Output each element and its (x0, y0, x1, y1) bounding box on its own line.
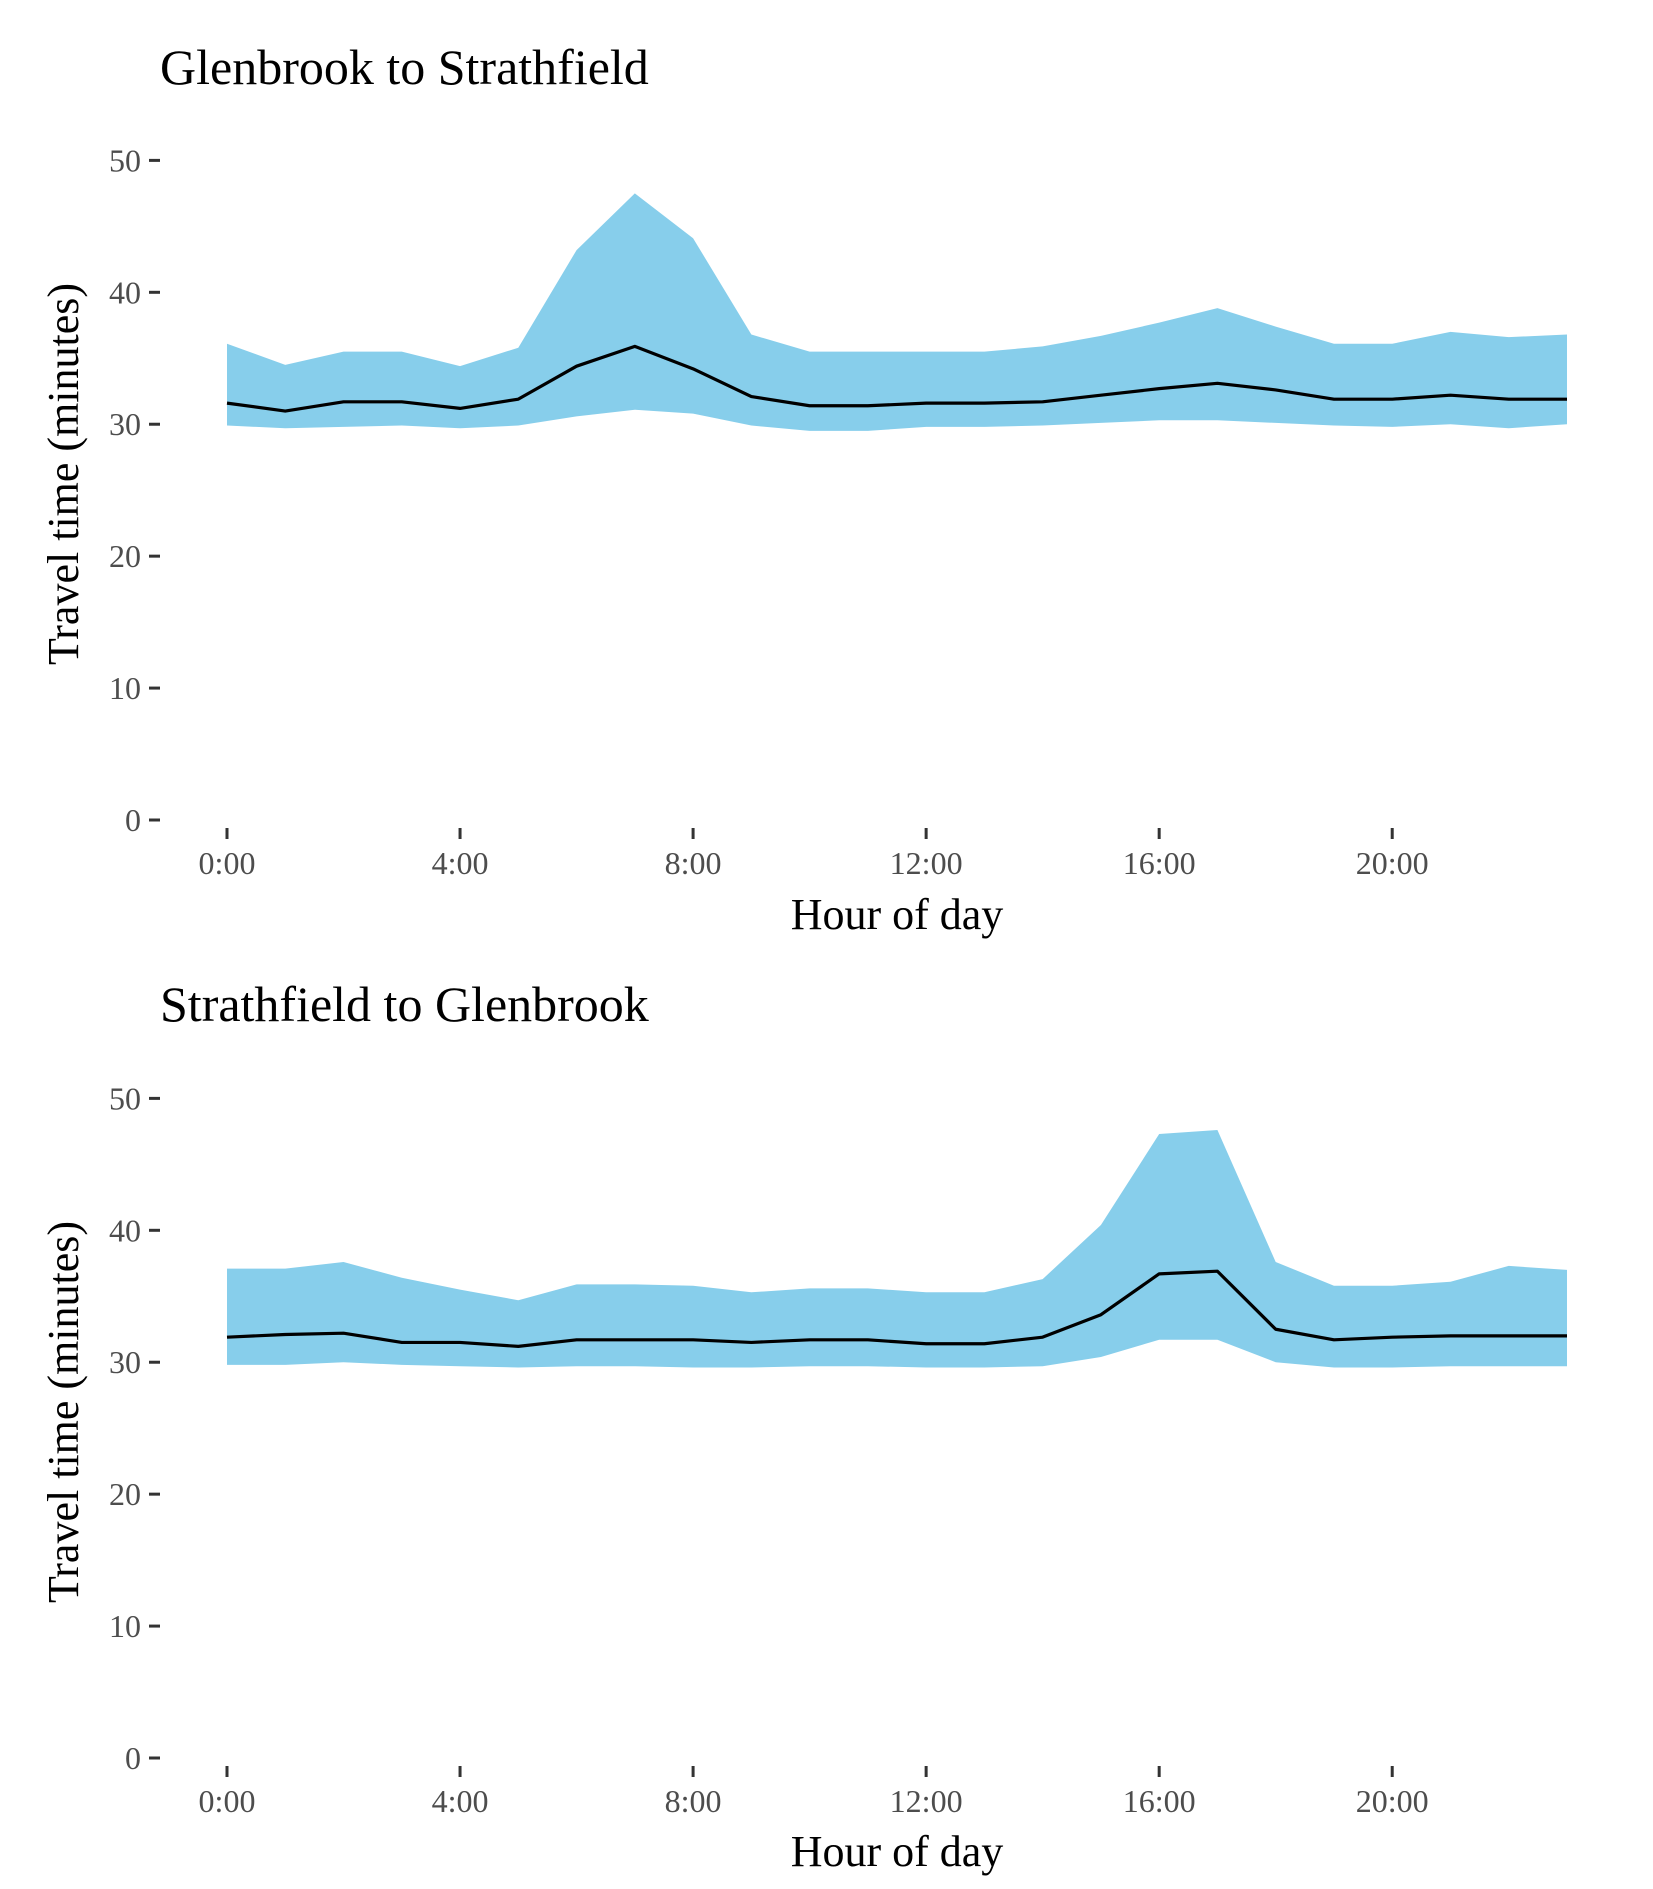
x-axis-title: Hour of day (791, 890, 1004, 939)
y-axis-title: Travel time (minutes) (39, 1221, 88, 1603)
y-tick-label: 20 (109, 1476, 141, 1512)
plot-area: 0 10 20 30 40 50 0:00 4:00 8:00 12:00 16:00 20:00 (109, 142, 1567, 881)
y-tick-label: 40 (109, 1212, 141, 1248)
chart-title: Strathfield to Glenbrook (160, 976, 649, 1032)
y-tick-label: 40 (109, 274, 141, 310)
x-tick-label: 20:00 (1356, 845, 1429, 881)
median-line (226, 1269, 1567, 1349)
x-tick-label: 12:00 (890, 845, 963, 881)
x-tick-label: 4:00 (432, 845, 489, 881)
x-tick-label: 8:00 (665, 845, 722, 881)
x-tick-label: 0:00 (199, 1783, 256, 1819)
y-tick-label: 0 (125, 802, 141, 838)
y-tick-label: 30 (109, 406, 141, 442)
y-tick-label: 0 (125, 1740, 141, 1776)
y-tick-label: 50 (109, 1080, 141, 1116)
x-tick-label: 8:00 (665, 1783, 722, 1819)
median-line (226, 344, 1567, 413)
x-axis-title: Hour of day (791, 1827, 1004, 1876)
x-tick-label: 16:00 (1123, 845, 1196, 881)
y-tick-label: 50 (109, 142, 141, 178)
range-band (227, 1130, 1567, 1368)
chart-title: Glenbrook to Strathfield (160, 39, 649, 95)
panel-bottom: Strathfield to Glenbrook Hour of day Tra… (39, 976, 1567, 1876)
range-band (227, 193, 1567, 431)
plot-area: 0 10 20 30 40 50 0:00 4:00 8:00 12:00 16:00 20:00 (109, 1080, 1567, 1819)
y-axis-title: Travel time (minutes) (39, 283, 88, 665)
y-tick-label: 30 (109, 1344, 141, 1380)
x-tick-label: 16:00 (1123, 1783, 1196, 1819)
x-tick-label: 12:00 (890, 1783, 963, 1819)
y-tick-label: 10 (109, 1608, 141, 1644)
x-tick-label: 4:00 (432, 1783, 489, 1819)
y-tick-label: 10 (109, 670, 141, 706)
y-tick-label: 20 (109, 538, 141, 574)
x-tick-label: 20:00 (1356, 1783, 1429, 1819)
x-tick-label: 0:00 (199, 845, 256, 881)
panel-top: Glenbrook to Strathfield Hour of day Tra… (39, 39, 1567, 939)
